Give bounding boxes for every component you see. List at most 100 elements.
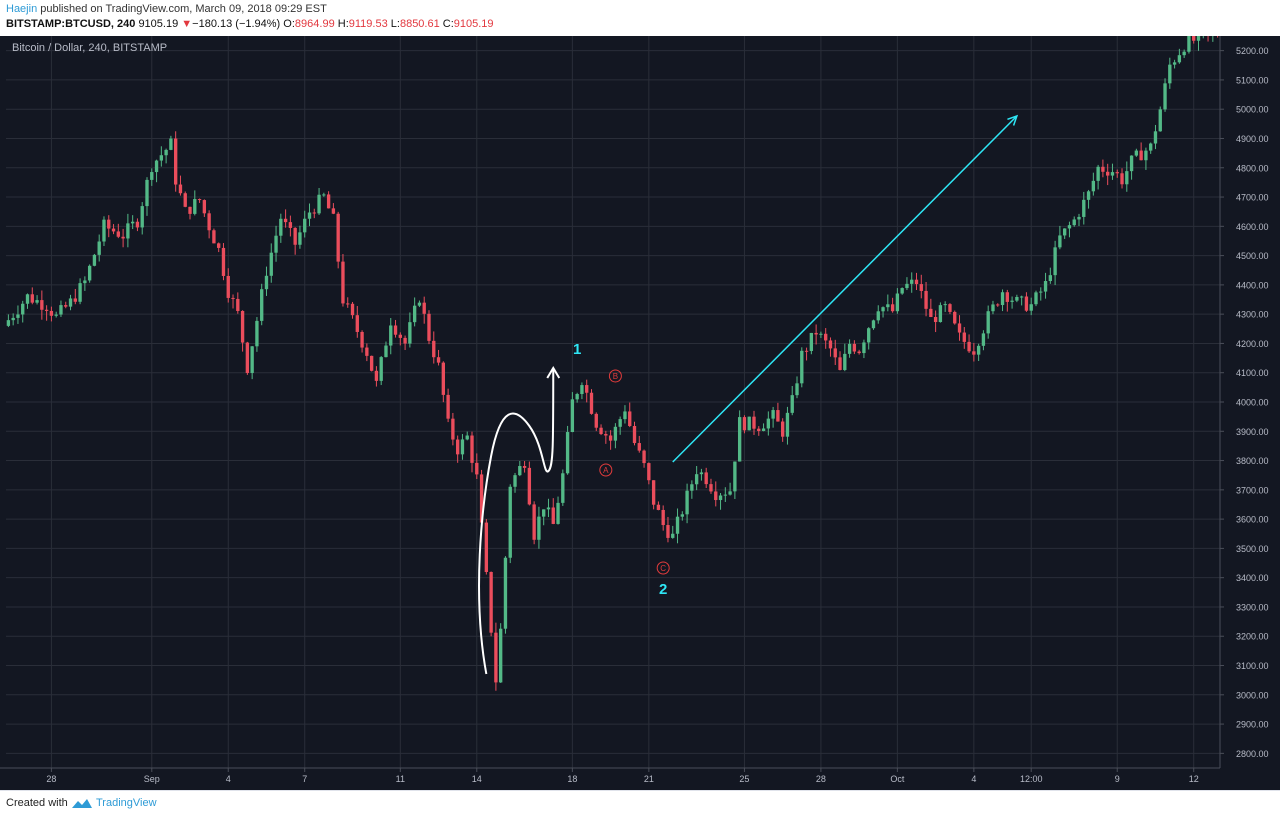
candle-up [508, 486, 512, 558]
candle-down [178, 184, 183, 194]
hand-drawn-arrow-head [546, 366, 561, 379]
candle-up [680, 514, 684, 517]
candle-up [733, 461, 737, 492]
candle-up [16, 314, 20, 318]
wave-c-label: C [660, 564, 666, 573]
candle-down [422, 302, 426, 314]
grid-lines [6, 36, 1220, 768]
candle-down [814, 332, 818, 335]
price-axis[interactable]: 2800.00 2900.00 3000.00 3100.00 3200.00 3300.… [1219, 36, 1280, 790]
price-tick-label: 4300.00 [1236, 310, 1269, 320]
price-tick-label: 3200.00 [1236, 632, 1269, 642]
candle-down [632, 426, 637, 444]
price-tick-label: 4900.00 [1236, 134, 1269, 144]
hand-drawn-curve [478, 367, 555, 675]
candle-up [389, 325, 393, 346]
candle-up [556, 502, 560, 524]
candle-up [25, 294, 30, 304]
price-tick-label: 3300.00 [1236, 602, 1269, 612]
candle-up [1053, 247, 1057, 276]
candle-down [336, 213, 340, 262]
candle-down [642, 450, 646, 464]
candle-down [757, 428, 761, 431]
candle-up [976, 345, 981, 355]
candle-up [150, 172, 154, 180]
candle-up [1149, 143, 1153, 151]
candle-up [379, 357, 383, 381]
candle-up [986, 311, 990, 334]
candle-up [871, 320, 876, 329]
candle-down [183, 193, 187, 207]
candle-down [527, 467, 532, 505]
candle-down [293, 227, 297, 245]
candle-down [824, 333, 828, 341]
candle-down [217, 243, 221, 248]
candle-down [197, 199, 202, 201]
candle-up [87, 265, 92, 281]
time-axis[interactable]: 28 Sep 4 7 11 14 18 21 25 28 Oct 4 12:00 9 12 [0, 767, 1280, 790]
candle-up [1172, 62, 1177, 65]
candle-up [766, 418, 771, 429]
symbol-label[interactable]: BITSTAMP:BTCUSD, 240 [6, 18, 136, 30]
candle-down [202, 200, 207, 214]
candle-up [1010, 300, 1014, 302]
candle-up [279, 218, 283, 236]
candle-up [1125, 171, 1129, 185]
wave-b-label: B [613, 372, 618, 381]
candle-up [412, 305, 417, 323]
candle-down [451, 418, 455, 440]
candle-down [30, 294, 34, 303]
trend-arrow-line [672, 115, 1018, 463]
time-tick-label: 21 [644, 774, 654, 784]
candle-down [470, 435, 474, 463]
candle-down [111, 228, 116, 232]
candle-up [417, 302, 422, 306]
candle-down [436, 357, 441, 363]
time-tick-label: 12:00 [1020, 774, 1043, 784]
candle-down [962, 332, 966, 342]
candle-down [637, 443, 641, 451]
candle-down [1139, 150, 1143, 161]
candle-up [513, 475, 517, 487]
candle-up [1134, 150, 1139, 156]
candle-up [905, 283, 909, 289]
time-tick-label: 28 [46, 774, 56, 784]
open-value: 8964.99 [294, 18, 335, 30]
candle-up [613, 426, 618, 441]
candle-down [522, 466, 527, 468]
candle-up [1144, 150, 1148, 161]
time-tick-label: 18 [567, 774, 577, 784]
candle-down [188, 206, 192, 214]
candle-up [1082, 199, 1086, 217]
candle-up [1015, 296, 1019, 301]
candle-up [981, 333, 986, 346]
candle-up [1158, 109, 1162, 132]
candle-down [135, 221, 140, 228]
tradingview-brand-link[interactable]: TradingView [96, 797, 157, 809]
candle-down [838, 357, 842, 370]
author-link[interactable]: Haejin [6, 3, 38, 15]
tradingview-logo-icon[interactable] [71, 798, 93, 810]
price-tick-label: 5200.00 [1236, 46, 1269, 56]
candle-down [852, 343, 857, 352]
candle-down [365, 347, 369, 356]
candle-up [1182, 51, 1186, 56]
high-label: H: [337, 18, 349, 30]
candle-up [537, 516, 541, 540]
candle-up [260, 289, 264, 321]
candle-down [967, 341, 971, 352]
candle-up [54, 314, 58, 316]
candle-up [250, 346, 254, 373]
candle-up [900, 288, 904, 294]
candle-up [92, 254, 97, 266]
candle-up [699, 472, 704, 475]
candle-up [565, 432, 570, 474]
candle-up [274, 235, 278, 253]
time-tick-label: 7 [302, 774, 307, 784]
candle-down [236, 298, 240, 311]
candle-down [350, 303, 355, 316]
chart-background [0, 36, 1280, 790]
candle-up [819, 333, 823, 335]
